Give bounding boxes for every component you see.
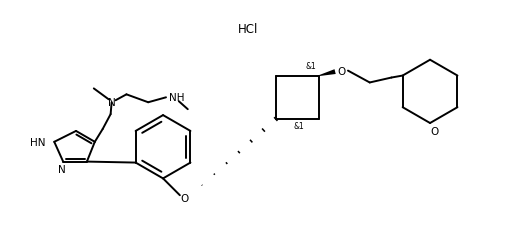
Polygon shape (319, 70, 336, 77)
Text: N: N (58, 165, 66, 175)
Text: HN: HN (30, 137, 46, 147)
Text: &1: &1 (306, 62, 316, 71)
Text: O: O (337, 66, 345, 76)
Text: N: N (108, 98, 116, 108)
Text: O: O (181, 194, 189, 203)
Text: HCl: HCl (238, 22, 258, 36)
Text: NH: NH (169, 93, 184, 103)
Text: &1: &1 (293, 122, 304, 131)
Text: O: O (431, 126, 439, 136)
